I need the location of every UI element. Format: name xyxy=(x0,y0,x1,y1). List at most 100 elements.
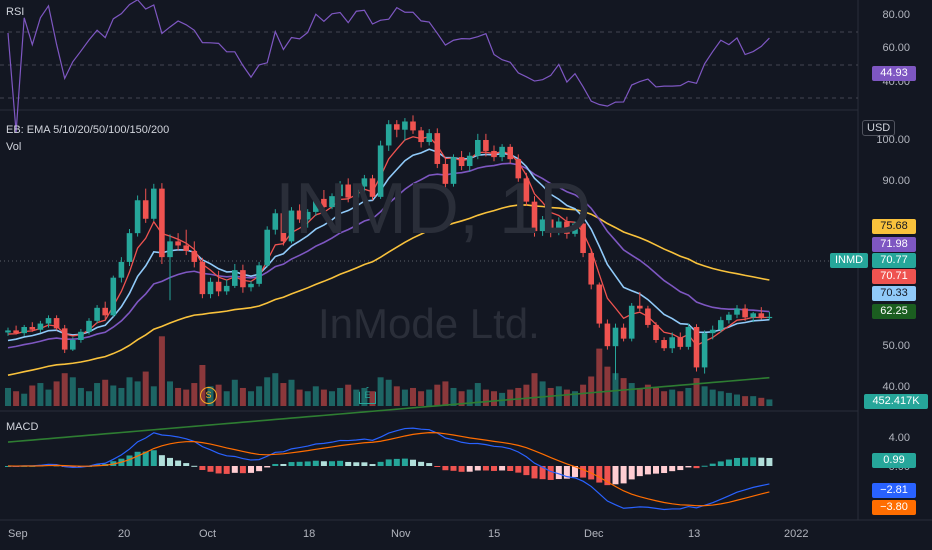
price-tag-5: 62.25 xyxy=(872,304,916,319)
macd-histogram-bar xyxy=(239,466,246,474)
volume-bar xyxy=(256,386,263,406)
candle-body xyxy=(572,223,578,234)
candle-body xyxy=(304,211,311,220)
watermark-ticker: INMD, 1D xyxy=(275,169,592,249)
volume-bar xyxy=(231,379,238,406)
candle-body xyxy=(29,326,36,330)
macd-histogram-bar xyxy=(256,466,263,472)
volume-bar xyxy=(337,387,344,406)
volume-bar xyxy=(474,383,481,406)
candle-body xyxy=(5,330,11,333)
volume-bar xyxy=(572,391,578,406)
candle-body xyxy=(426,133,432,143)
macd-histogram-bar xyxy=(620,466,627,484)
x-label-dec: Dec xyxy=(584,528,604,540)
candle-body xyxy=(701,333,708,368)
candle-body xyxy=(207,281,214,295)
candle-body xyxy=(442,163,449,184)
candle-body xyxy=(402,121,408,130)
candle-body xyxy=(126,233,133,262)
macd-histogram-bar xyxy=(361,462,368,466)
volume-bar xyxy=(377,377,384,406)
macd-histogram-bar xyxy=(636,466,643,477)
macd-histogram-bar xyxy=(167,457,173,466)
candle-body xyxy=(734,308,740,315)
candle-body xyxy=(110,277,117,316)
volume-bar xyxy=(734,394,740,406)
macd-histogram-bar xyxy=(434,466,441,467)
macd-histogram-bar xyxy=(547,466,554,480)
macd-histogram-bar xyxy=(69,466,76,468)
volume-bar xyxy=(94,383,101,406)
volume-bar xyxy=(669,389,676,406)
rsi-title: RSI xyxy=(6,6,25,18)
macd-axis-4: 4.00 xyxy=(888,432,910,444)
volume-bar xyxy=(102,379,109,406)
macd-histogram-bar xyxy=(669,466,676,472)
volume-bar xyxy=(296,389,303,406)
volume-bar xyxy=(523,384,530,406)
volume-bar xyxy=(709,389,716,406)
candle-body xyxy=(410,121,416,131)
volume-bar xyxy=(750,396,757,406)
macd-histogram-bar xyxy=(280,463,287,466)
candle-body xyxy=(450,157,457,184)
macd-title[interactable]: MACD xyxy=(6,421,39,433)
volume-bar xyxy=(491,391,497,406)
volume-bar xyxy=(361,387,368,406)
macd-histogram-bar xyxy=(296,461,303,466)
macd-histogram-bar xyxy=(231,466,238,473)
candle-body xyxy=(361,178,368,187)
volume-bar xyxy=(53,381,60,406)
macd-histogram-bar xyxy=(644,466,651,475)
volume-bar xyxy=(410,387,416,406)
macd-histogram-bar xyxy=(304,461,311,466)
volume-bar xyxy=(329,391,335,406)
candle-body xyxy=(337,184,343,197)
candle-body xyxy=(709,329,716,334)
currency-button[interactable]: USD xyxy=(862,120,896,136)
main-axis-50: 50.00 xyxy=(882,340,910,352)
macd-histogram-bar xyxy=(329,461,335,466)
macd-histogram-bar xyxy=(693,466,700,469)
volume-bar xyxy=(118,387,125,406)
candle-body xyxy=(628,305,635,339)
volume-bar xyxy=(401,389,408,406)
x-label-18: 18 xyxy=(303,528,316,540)
macd-histogram-bar xyxy=(183,463,190,466)
macd-histogram-bar xyxy=(628,466,635,480)
macd-histogram-bar xyxy=(499,466,506,471)
volume-indicator-title[interactable]: Vol xyxy=(6,141,22,153)
macd-line xyxy=(7,427,770,511)
candle-body xyxy=(264,229,270,266)
volume-bar xyxy=(77,387,84,406)
volume-bar xyxy=(385,379,392,406)
macd-histogram-bar xyxy=(523,466,530,476)
volume-bar xyxy=(499,392,506,406)
earnings-event-marker[interactable]: E xyxy=(359,387,376,404)
candle-body xyxy=(13,330,19,334)
volume-bar xyxy=(725,392,732,406)
rsi-axis-60: 60.00 xyxy=(882,42,910,54)
macd-histogram-bar xyxy=(677,466,684,471)
macd-histogram-bar xyxy=(653,466,659,474)
candle-body xyxy=(750,313,756,318)
volume-bar xyxy=(701,386,708,406)
x-label-sep: Sep xyxy=(8,528,28,540)
main-axis-90: 90.00 xyxy=(882,175,910,187)
candle-body xyxy=(215,281,222,292)
price-tag-2: 70.77 xyxy=(872,253,916,268)
volume-bar xyxy=(766,399,773,406)
candle-body xyxy=(523,178,530,202)
candle-body xyxy=(134,200,141,234)
ema-indicator-title[interactable]: EB: EMA 5/10/20/50/100/150/200 xyxy=(6,124,170,136)
macd-histogram-bar xyxy=(596,466,603,483)
candle-body xyxy=(329,196,335,208)
volume-bar xyxy=(280,383,287,406)
candle-body xyxy=(248,283,254,288)
price-tag-0: 75.68 xyxy=(872,219,916,234)
split-event-marker[interactable]: S xyxy=(200,387,217,404)
volume-bar xyxy=(628,383,635,406)
macd-histogram-bar xyxy=(199,466,206,471)
